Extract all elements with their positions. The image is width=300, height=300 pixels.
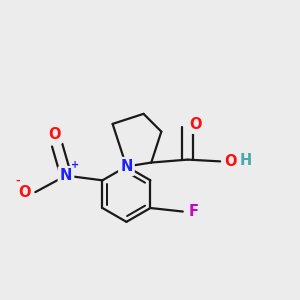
Text: +: + <box>71 160 80 170</box>
Text: N: N <box>60 168 72 183</box>
Text: O: O <box>224 154 236 169</box>
Text: O: O <box>48 127 60 142</box>
Text: F: F <box>188 204 198 219</box>
Text: H: H <box>240 153 252 168</box>
Text: N: N <box>120 159 133 174</box>
Text: -: - <box>15 175 20 185</box>
Text: O: O <box>19 184 31 200</box>
Text: O: O <box>189 117 202 132</box>
